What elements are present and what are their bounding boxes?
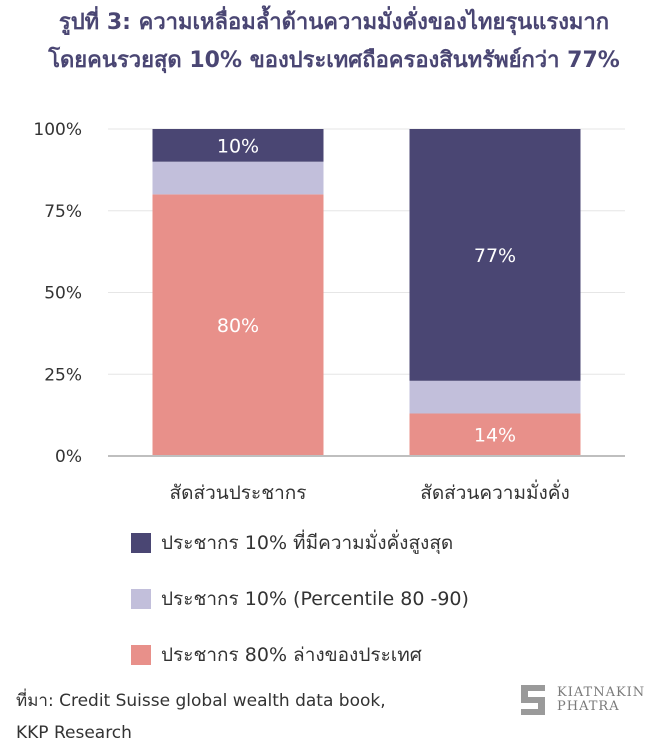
source-note-line2: KKP Research [16, 723, 132, 743]
data-label: 77% [474, 245, 516, 267]
y-tick-label: 0% [55, 447, 82, 467]
logo-text-line1: KIATNAKIN [557, 685, 646, 700]
bar-segment [409, 380, 581, 414]
data-label: 10% [217, 135, 259, 157]
kkp-logo-mark-icon [521, 685, 545, 715]
data-label: 14% [474, 425, 516, 447]
stacked-bar-chart: 0% 25% 50% 75% 100% 80% 10% สัดส่วนประชากร 14% 77… [33, 120, 625, 504]
x-tick-label: สัดส่วนประชากร [170, 482, 307, 504]
bar-segment [152, 161, 324, 195]
legend-swatch-bottom80 [131, 645, 151, 665]
legend-item-middle10: ประชากร 10% (Percentile 80 -90) [131, 586, 469, 612]
bar-segment [409, 413, 581, 456]
chart-title-line1: รูปที่ 3: ความเหลื่อมล้ำด้านความมั่งคั่ง… [58, 10, 610, 35]
y-tick-label: 50% [44, 284, 82, 304]
legend-item-bottom80: ประชากร 80% ล่างของประเทศ [131, 642, 422, 668]
source-note-line1: ที่มา: Credit Suisse global wealth data … [16, 691, 386, 711]
chart-title-line2: โดยคนรวยสุด 10% ของประเทศถือครองสินทรัพย… [48, 48, 620, 73]
legend-item-top10: ประชากร 10% ที่มีความมั่งคั่งสูงสุด [131, 530, 453, 556]
legend-label-top10: ประชากร 10% ที่มีความมั่งคั่งสูงสุด [161, 532, 454, 554]
bar-segment [409, 129, 581, 381]
kiatnakin-phatra-logo: KIATNAKIN PHATRA [515, 683, 645, 717]
bar-segment [152, 129, 324, 162]
legend-label-bottom80: ประชากร 80% ล่างของประเทศ [161, 644, 422, 666]
logo-text-line2: PHATRA [557, 699, 620, 714]
x-tick-label: สัดส่วนความมั่งคั่ง [420, 479, 570, 504]
legend-label-middle10: ประชากร 10% (Percentile 80 -90) [161, 588, 469, 610]
y-tick-label: 25% [44, 365, 82, 385]
y-tick-label: 100% [33, 120, 82, 140]
bar-segment [152, 194, 324, 456]
y-tick-label: 75% [44, 202, 82, 222]
data-label: 80% [217, 315, 259, 337]
legend-swatch-top10 [131, 533, 151, 553]
legend-swatch-middle10 [131, 589, 151, 609]
